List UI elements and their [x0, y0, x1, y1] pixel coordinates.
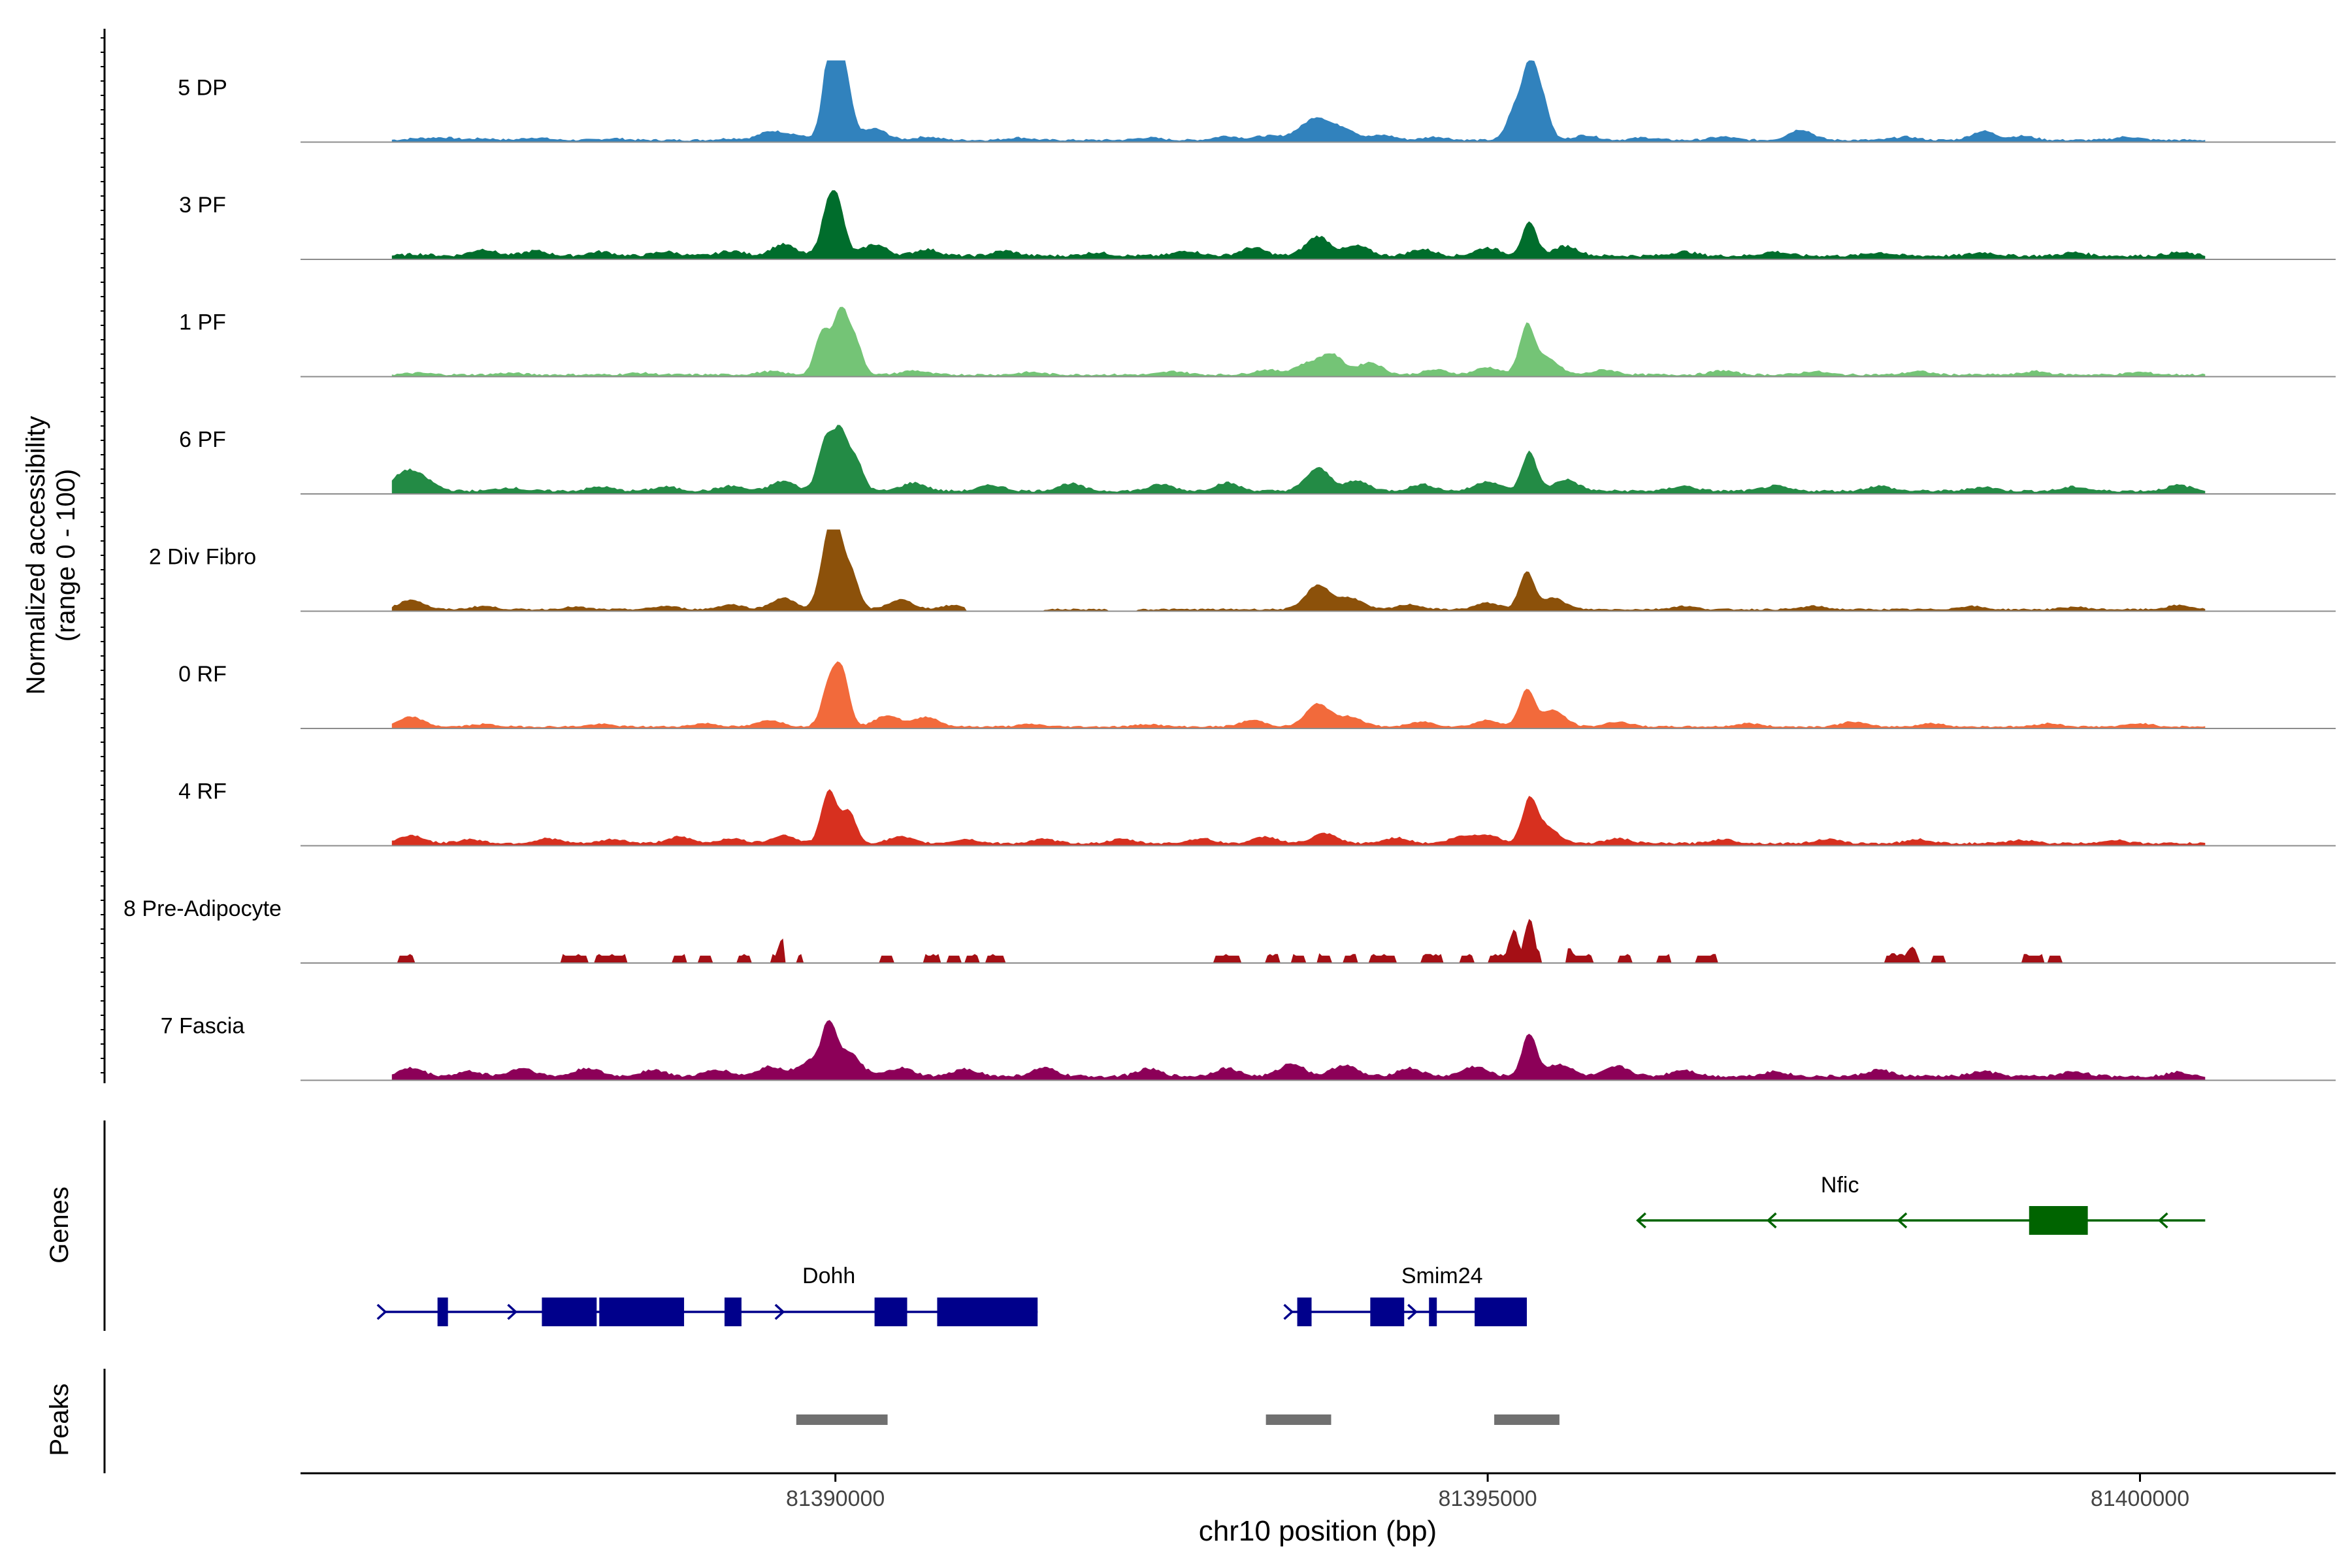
- gene-label: Smim24: [1401, 1264, 1483, 1288]
- track-3-pf: 3 PF: [179, 190, 2336, 260]
- gene-smim24: Smim24: [1283, 1264, 1527, 1326]
- strand-arrow: [1407, 1303, 1418, 1320]
- x-axis-ticks: 81390000 81395000 81400000: [786, 1473, 2189, 1511]
- track-label-3-pf: 3 PF: [179, 193, 226, 218]
- gene-exon: [542, 1298, 597, 1326]
- strand-arrow: [774, 1303, 785, 1320]
- y-axis-label-line2: (range 0 - 100): [52, 469, 80, 642]
- track-label-8-pre-adipocyte: 8 Pre-Adipocyte: [123, 896, 282, 921]
- track-label-2-div-fibro: 2 Div Fibro: [149, 545, 256, 570]
- track-label-4-rf: 4 RF: [178, 779, 227, 804]
- strand-arrow: [1897, 1212, 1908, 1229]
- track-4-rf: 4 RF: [178, 779, 2336, 847]
- gene-exon: [937, 1298, 1038, 1326]
- track-1-pf: 1 PF: [179, 306, 2336, 378]
- track-area-5-dp: [391, 60, 2206, 142]
- gene-dohh: Dohh: [376, 1264, 1038, 1326]
- track-label-5-dp: 5 DP: [178, 76, 227, 101]
- gene-label: Nfic: [1821, 1173, 1859, 1198]
- track-area-8-pre-adipocyte: [391, 919, 2206, 963]
- gene-exon: [1429, 1298, 1437, 1326]
- peak-bar: [1494, 1414, 1560, 1425]
- y-axis-label-line1: Normalized accessibility: [22, 416, 50, 695]
- strand-arrow: [2157, 1212, 2168, 1229]
- strand-arrow: [507, 1303, 518, 1320]
- track-area-1-pf: [391, 306, 2206, 377]
- gene-exon: [1297, 1298, 1312, 1326]
- track-area-6-pf: [391, 425, 2206, 494]
- gene-label: Dohh: [802, 1264, 855, 1288]
- track-label-1-pf: 1 PF: [179, 310, 226, 335]
- gene-exon: [437, 1298, 448, 1326]
- track-5-dp: 5 DP: [178, 60, 2336, 143]
- gene-nfic: Nfic: [1636, 1173, 2206, 1235]
- x-tick-label: 81390000: [786, 1486, 885, 1511]
- gene-annotations: Nfic Dohh Smim24: [376, 1173, 2206, 1326]
- x-tick-label: 81400000: [2091, 1486, 2189, 1511]
- track-label-6-pf: 6 PF: [179, 427, 226, 452]
- gene-exon: [2029, 1206, 2088, 1235]
- strand-arrow: [1283, 1303, 1294, 1320]
- track-6-pf: 6 PF: [179, 425, 2336, 495]
- x-tick-label: 81395000: [1438, 1486, 1537, 1511]
- strand-arrow: [1766, 1212, 1777, 1229]
- track-area-7-fascia: [391, 1020, 2206, 1081]
- track-area-3-pf: [391, 190, 2206, 259]
- gene-exon: [874, 1298, 907, 1326]
- genes-panel-label: Genes: [45, 1186, 74, 1264]
- gene-exon: [599, 1298, 685, 1326]
- track-8-pre-adipocyte: 8 Pre-Adipocyte: [123, 896, 2336, 964]
- track-area-0-rf: [391, 661, 2206, 728]
- peak-bar: [796, 1414, 888, 1425]
- track-area-2-div-fibro: [391, 529, 2206, 612]
- peaks-panel-label: Peaks: [45, 1383, 74, 1456]
- gene-exon: [1475, 1298, 1527, 1326]
- coverage-tracks: 5 DP 3 PF 1 PF 6 PF 2 Div Fibro 0 RF 4 RF 8 Pre…: [123, 60, 2336, 1081]
- track-7-fascia: 7 Fascia: [161, 1014, 2336, 1081]
- strand-arrow: [376, 1303, 387, 1320]
- track-0-rf: 0 RF: [178, 661, 2336, 729]
- y-axis-label: Normalized accessibility (range 0 - 100): [22, 416, 80, 695]
- gene-exon: [724, 1298, 742, 1326]
- track-label-0-rf: 0 RF: [178, 662, 227, 687]
- peak-bar: [1266, 1414, 1331, 1425]
- x-axis-label: chr10 position (bp): [1199, 1515, 1437, 1547]
- peak-regions: [796, 1414, 1560, 1425]
- track-area-4-rf: [391, 789, 2206, 846]
- y-axis-ticks: [101, 37, 105, 1073]
- strand-arrow: [1636, 1212, 1646, 1229]
- track-2-div-fibro: 2 Div Fibro: [149, 529, 2336, 612]
- track-label-7-fascia: 7 Fascia: [161, 1014, 245, 1039]
- gene-exon: [1370, 1298, 1405, 1326]
